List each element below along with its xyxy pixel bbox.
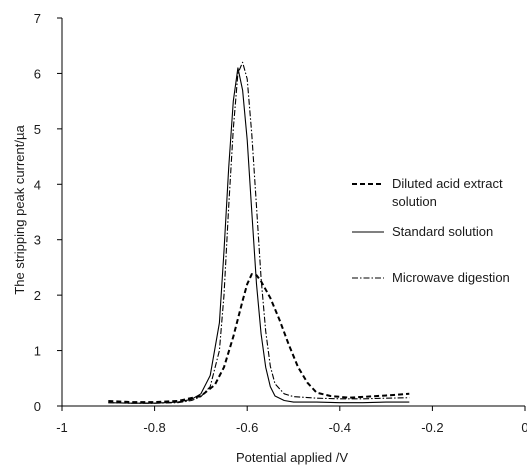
axes-layer	[61, 18, 525, 407]
legend: Diluted acid extract solution Standard sol…	[352, 176, 510, 285]
y-axis-title: The stripping peak current/µa	[12, 125, 27, 295]
x-axis-title: Potential applied /V	[236, 450, 348, 465]
series-line-2	[108, 67, 410, 404]
y-tick-label: 3	[34, 233, 41, 248]
y-tick-label: 7	[34, 11, 41, 26]
y-tick-label: 2	[34, 288, 41, 303]
legend-label-3: Microwave digestion	[392, 270, 510, 285]
x-tick-label: -1	[56, 420, 68, 435]
legend-label-2: Standard solution	[392, 224, 493, 239]
x-tick-label: 0	[521, 420, 527, 435]
x-tick-label: -0.2	[421, 420, 443, 435]
ticks-layer: -1 -0.8 -0.6 -0.4 -0.2 0 0 1 2 3 4 5 6 7	[34, 11, 527, 435]
y-tick-label: 4	[34, 177, 41, 192]
y-tick-label: 0	[34, 399, 41, 414]
y-tick-label: 5	[34, 122, 41, 137]
legend-label-1: Diluted acid extract	[392, 176, 503, 191]
x-tick-label: -0.8	[143, 420, 165, 435]
series-line-3	[108, 61, 410, 404]
series-layer	[108, 61, 410, 404]
legend-label-1: solution	[392, 194, 437, 209]
y-tick-label: 6	[34, 66, 41, 81]
series-line-1	[108, 273, 410, 404]
y-tick-label: 1	[34, 344, 41, 359]
x-tick-label: -0.6	[236, 420, 258, 435]
x-tick-label: -0.4	[329, 420, 351, 435]
